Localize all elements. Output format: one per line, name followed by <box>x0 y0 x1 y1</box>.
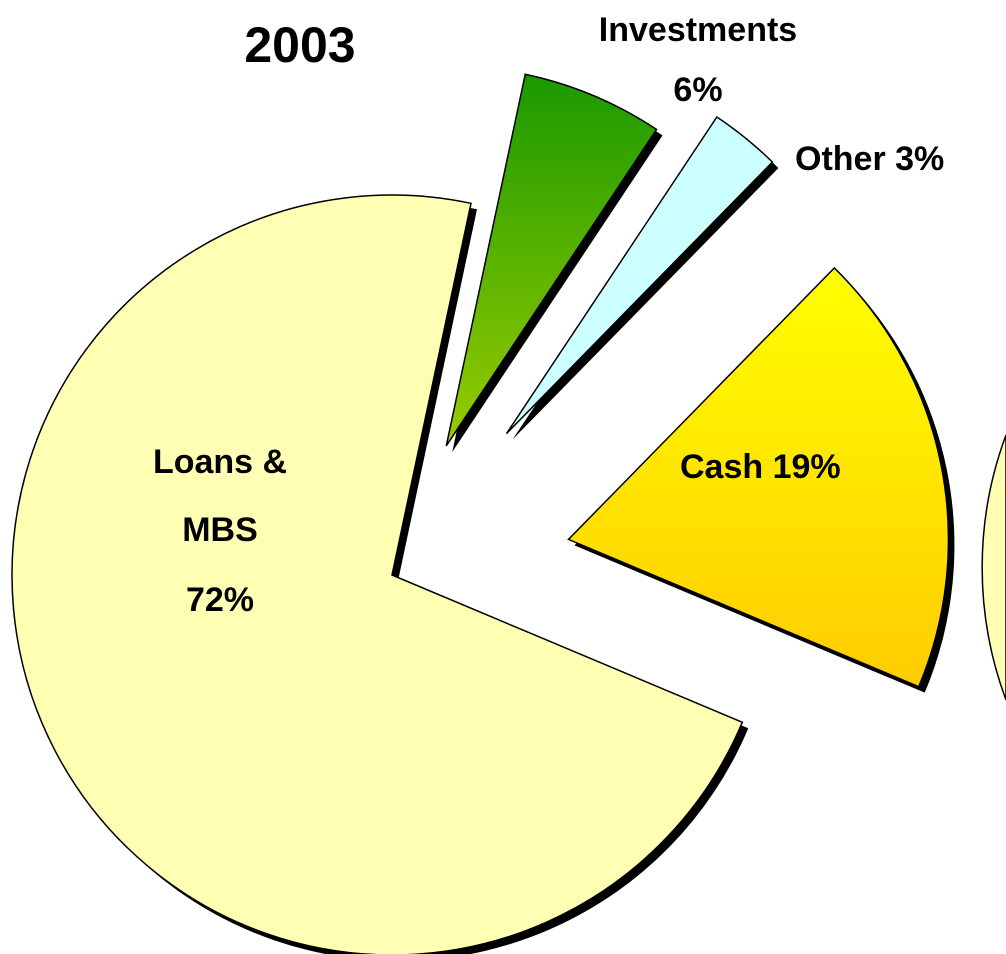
slice-label: Investments <box>598 11 798 49</box>
slice-label-row: Cash 19% <box>640 433 1006 501</box>
slice-value: 19% <box>772 448 841 486</box>
slice <box>567 266 950 688</box>
slice-label: Cash <box>680 448 764 486</box>
slice-value: 3% <box>895 140 945 178</box>
chart-title: 2003 <box>244 17 356 73</box>
slice-label: Other <box>795 140 886 178</box>
slice-value: 6% <box>673 71 723 109</box>
other-chart-edge <box>981 434 1006 701</box>
slices <box>11 73 955 954</box>
slice <box>11 194 744 954</box>
slice-value: 72% <box>185 581 255 619</box>
slice <box>445 73 658 447</box>
slice <box>505 116 774 435</box>
slice-label-row: Other 3% <box>795 125 1006 193</box>
slice-label: Loans & MBS <box>152 443 288 549</box>
